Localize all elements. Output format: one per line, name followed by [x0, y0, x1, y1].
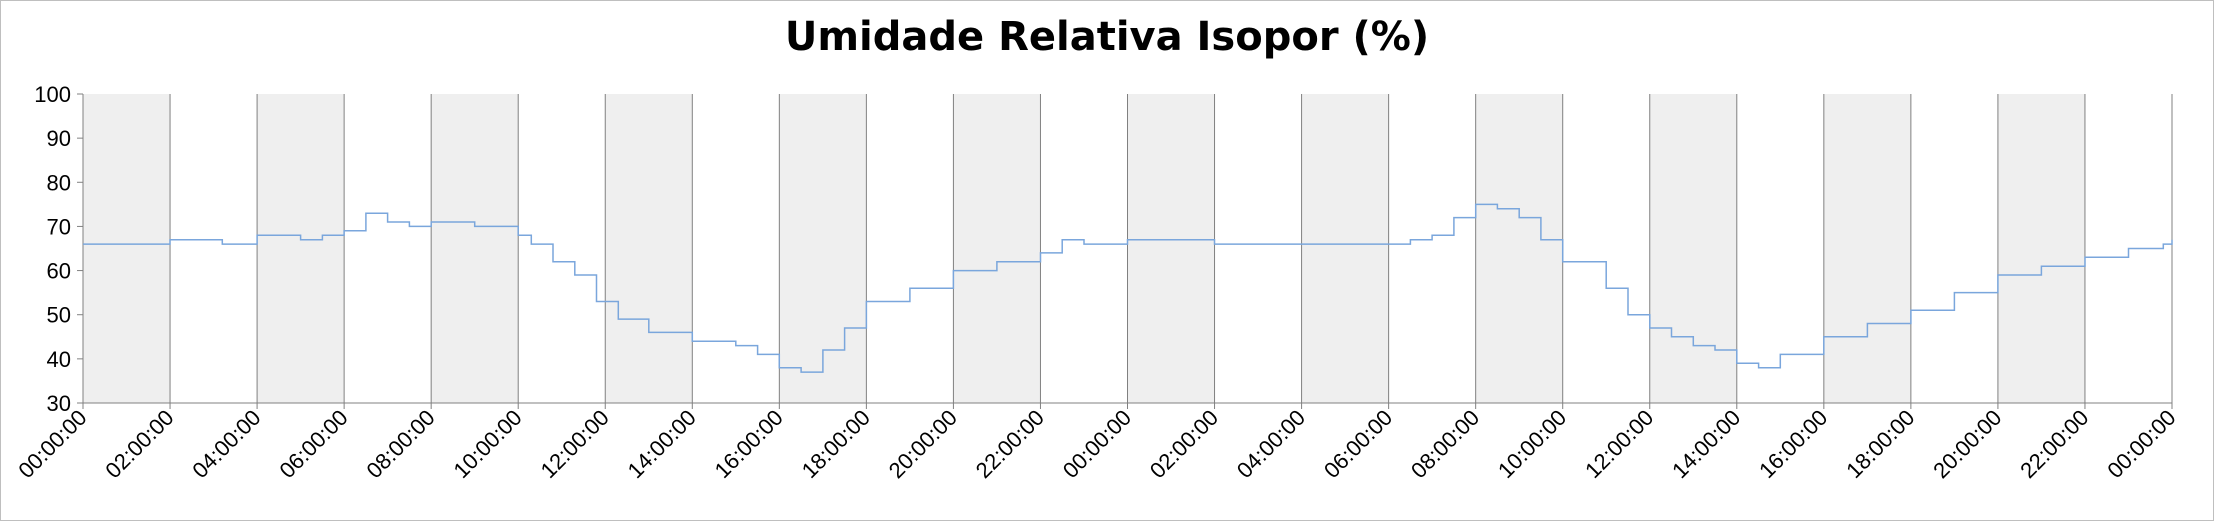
- x-tick-label: 18:00:00: [797, 405, 875, 483]
- y-tick-label: 70: [47, 214, 71, 239]
- shaded-band: [1649, 94, 1737, 403]
- x-tick-label: 22:00:00: [971, 405, 1049, 483]
- x-tick-label: 00:00:00: [2102, 405, 2180, 483]
- x-tick-label: 02:00:00: [100, 405, 178, 483]
- x-tick-label: 22:00:00: [2015, 405, 2093, 483]
- shaded-band: [1301, 94, 1389, 403]
- x-tick-label: 18:00:00: [1841, 405, 1919, 483]
- x-tick-label: 14:00:00: [1667, 405, 1745, 483]
- x-tick-label: 12:00:00: [536, 405, 614, 483]
- x-tick-label: 00:00:00: [1058, 405, 1136, 483]
- x-tick-label: 08:00:00: [361, 405, 439, 483]
- shaded-band: [605, 94, 693, 403]
- x-tick-label: 08:00:00: [1406, 405, 1484, 483]
- y-tick-label: 40: [47, 347, 71, 372]
- x-tick-label: 20:00:00: [1928, 405, 2006, 483]
- x-tick-label: 16:00:00: [710, 405, 788, 483]
- x-tick-label: 06:00:00: [1319, 405, 1397, 483]
- x-tick-label: 00:00:00: [13, 405, 91, 483]
- x-tick-label: 14:00:00: [623, 405, 701, 483]
- y-tick-label: 80: [47, 170, 71, 195]
- shaded-band: [1997, 94, 2085, 403]
- y-tick-label: 50: [47, 303, 71, 328]
- shaded-band: [1823, 94, 1911, 403]
- shaded-band: [1475, 94, 1563, 403]
- shaded-band: [1127, 94, 1215, 403]
- chart-title: Umidade Relativa Isopor (%): [784, 14, 1430, 60]
- x-tick-label: 04:00:00: [1232, 405, 1310, 483]
- x-tick-label: 20:00:00: [884, 405, 962, 483]
- y-tick-label: 30: [47, 391, 71, 416]
- x-tick-label: 10:00:00: [1493, 405, 1571, 483]
- y-tick-label: 100: [34, 82, 71, 107]
- series-line: [83, 203, 2173, 373]
- shaded-band: [257, 94, 345, 403]
- x-tick-label: 16:00:00: [1754, 405, 1832, 483]
- shaded-band: [953, 94, 1041, 403]
- y-tick-label: 90: [47, 126, 71, 151]
- x-tick-label: 02:00:00: [1145, 405, 1223, 483]
- shaded-band: [83, 94, 171, 403]
- y-tick-label: 60: [47, 259, 71, 284]
- x-tick-label: 10:00:00: [449, 405, 527, 483]
- x-tick-label: 04:00:00: [187, 405, 265, 483]
- shaded-band: [431, 94, 519, 403]
- x-tick-label: 06:00:00: [274, 405, 352, 483]
- x-tick-label: 12:00:00: [1580, 405, 1658, 483]
